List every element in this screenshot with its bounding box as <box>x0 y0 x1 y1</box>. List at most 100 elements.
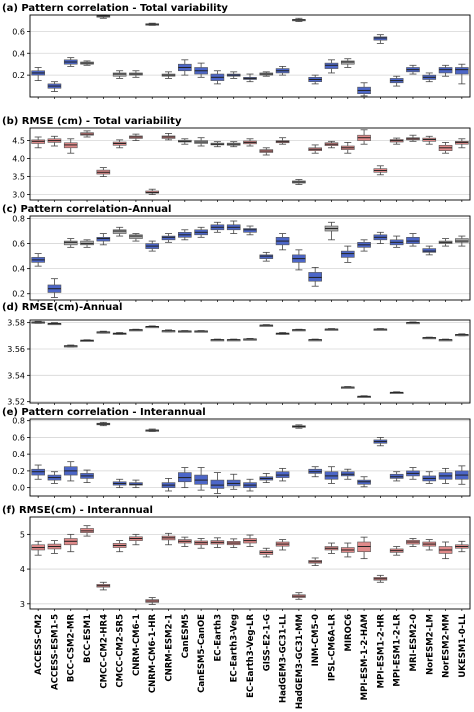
box-CNRM-CM6-1 <box>129 479 143 489</box>
box-MRI-ESM2-0 <box>406 134 420 142</box>
x-tick-label: EC-Earth3-Veg-LR <box>246 614 256 698</box>
box-IPSL-CM6A-LR <box>324 59 339 74</box>
box-MRI-ESM2-0 <box>406 64 420 75</box>
x-tick-label: CNRM-CM6-1 <box>132 614 142 676</box>
panel-title: (c) Pattern correlation-Annual <box>2 204 171 215</box>
box-MRI-ESM2-0 <box>406 538 420 547</box>
box-MRI-ESM2-0 <box>406 321 420 325</box>
x-tick-label: EC-Earth3 <box>213 614 223 662</box>
x-tick-label: CNRM-ESM2-1 <box>165 614 175 682</box>
box-INM-CM5-0 <box>308 338 322 342</box>
panel-2: (b) RMSE (cm) - Total variability 3.0 3.5 4… <box>2 116 471 202</box>
box-ACCESS-CM2 <box>31 540 45 556</box>
box-IPSL-CM6A-LR <box>324 328 339 331</box>
box-iqr <box>373 36 388 41</box>
box-CNRM-ESM2-1 <box>161 478 176 492</box>
box-IPSL-CM6A-LR <box>324 140 339 149</box>
x-tick-label: CMCC-CM2-HR4 <box>99 614 109 689</box>
x-tick-label: MPI-ESM1-2-LR <box>393 614 403 687</box>
panel-frame <box>29 14 471 98</box>
box-iqr <box>455 238 469 243</box>
box-NorESM2-LM <box>422 336 437 340</box>
box-MIROC6 <box>340 468 355 480</box>
x-tick-label: ACCESS-CM2 <box>34 614 44 675</box>
box-EC-Earth3 <box>210 472 225 494</box>
y-tick-label: 0.8 <box>12 215 25 224</box>
box-BCC-ESM1 <box>80 339 94 342</box>
box-MIROC6 <box>340 542 355 558</box>
box-EC-Earth3 <box>210 141 225 148</box>
box-MRI-ESM2-0 <box>406 233 420 247</box>
box-ACCESS-CM2 <box>31 320 45 324</box>
box-MPI-ESM1-2-LR <box>389 137 404 145</box>
box-iqr <box>96 237 111 242</box>
box-iqr <box>112 229 127 234</box>
box-BCC-ESM1 <box>80 525 94 537</box>
box-MPI-ESM-1-2-HAM <box>357 395 371 398</box>
box-HadGEM3-GC31-MM <box>292 17 306 22</box>
y-tick-label: 0.4 <box>12 49 25 58</box>
x-tick-label: UKESM1-0-LL <box>458 613 468 677</box>
box-GISS-E2-1-G <box>259 547 274 558</box>
box-iqr <box>406 237 420 244</box>
box-BCC-CSM2-MR <box>63 344 78 348</box>
box-HadGEM3-GC31-LL <box>275 137 290 145</box>
box-UKESM1-0-LL <box>455 138 469 149</box>
box-EC-Earth3-Veg <box>226 338 241 342</box>
box-iqr <box>161 235 176 241</box>
box-CMCC-CM2-HR4 <box>96 167 111 178</box>
box-CanESM5 <box>178 467 192 489</box>
box-INM-CM5-0 <box>308 144 322 154</box>
box-MPI-ESM1-2-LR <box>389 546 404 556</box>
box-CMCC-CM2-HR4 <box>96 581 111 591</box>
box-MPI-ESM1-2-HR <box>373 231 388 244</box>
box-NorESM2-LM <box>422 135 437 145</box>
box-CNRM-CM6-1 <box>129 233 143 242</box>
box-GISS-E2-1-G <box>259 251 274 262</box>
x-tick-label: IPSL-CM6A-LR <box>327 614 337 682</box>
box-EC-Earth3-Veg-LR <box>243 73 257 83</box>
x-tick-label: NorESM2-MM <box>442 614 452 678</box>
box-MPI-ESM1-2-LR <box>389 235 404 248</box>
y-tick-label: 0.8 <box>12 417 25 426</box>
x-tick-label: EC-Earth3-Veg <box>230 614 240 682</box>
box-MRI-ESM2-0 <box>406 467 420 480</box>
box-IPSL-CM6A-LR <box>324 542 339 554</box>
box-iqr <box>63 240 78 246</box>
y-tick-label: 0.2 <box>12 71 25 80</box>
box-MPI-ESM-1-2-HAM <box>357 239 371 252</box>
box-ACCESS-ESM1-5 <box>47 322 62 326</box>
box-CNRM-CM6-1-HR <box>145 240 160 252</box>
x-tick-label: CNRM-CM6-1-HR <box>148 614 158 694</box>
box-IPSL-CM6A-LR <box>324 466 339 484</box>
x-tick-label: HadGEM3-GC31-MM <box>295 614 305 709</box>
box-ACCESS-ESM1-5 <box>47 471 62 484</box>
box-HadGEM3-GC31-LL <box>275 65 290 76</box>
box-CNRM-ESM2-1 <box>161 532 176 546</box>
box-BCC-CSM2-MR <box>63 57 78 67</box>
box-CanESM5 <box>178 229 192 241</box>
box-UKESM1-0-LL <box>455 465 469 485</box>
box-INM-CM5-0 <box>308 74 322 85</box>
y-tick-label: 4 <box>20 565 25 574</box>
box-CMCC-CM2-SR5 <box>112 139 127 149</box>
box-iqr <box>455 67 469 75</box>
box-MPI-ESM1-2-LR <box>389 471 404 482</box>
box-CMCC-CM2-SR5 <box>112 332 127 335</box>
box-BCC-CSM2-MR <box>63 533 78 553</box>
y-tick-label: 3.0 <box>12 191 25 200</box>
box-MIROC6 <box>340 141 355 154</box>
box-MPI-ESM-1-2-HAM <box>357 82 371 97</box>
box-CNRM-CM6-1 <box>129 328 143 332</box>
box-BCC-CSM2-MR <box>63 138 78 154</box>
panel-6: (f) RMSE(cm) - Interannual 3 4 5 <box>2 505 471 611</box>
y-tick-label: 3.52 <box>7 398 25 407</box>
box-NorESM2-MM <box>438 467 453 484</box>
y-tick-label: 0.0 <box>12 484 25 493</box>
box-EC-Earth3-Veg <box>226 473 241 490</box>
box-iqr <box>129 234 143 239</box>
y-tick-label: 5 <box>20 530 25 539</box>
x-tick-label: ACCESS-ESM1-5 <box>50 614 60 690</box>
box-MPI-ESM1-2-HR <box>373 34 388 44</box>
box-iqr <box>259 254 274 259</box>
